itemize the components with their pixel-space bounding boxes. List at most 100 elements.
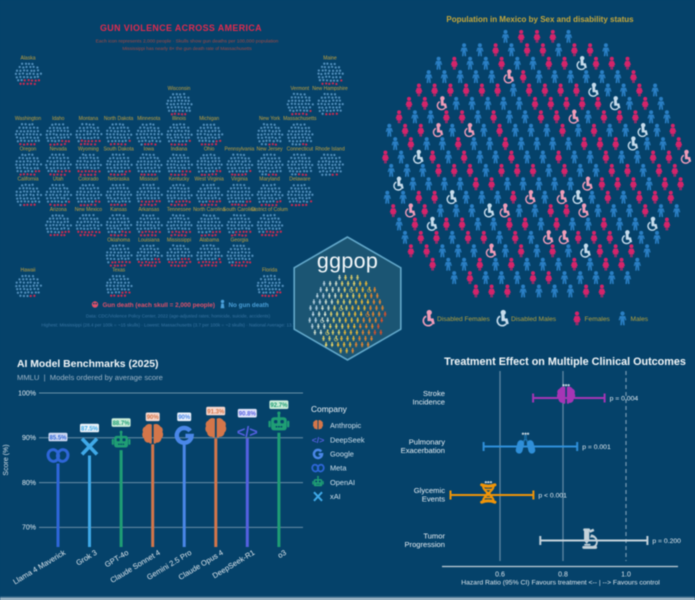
- svg-text:Washington: Washington: [15, 116, 41, 122]
- svg-text:Wyoming: Wyoming: [78, 146, 99, 152]
- svg-text:Idaho: Idaho: [52, 116, 65, 122]
- svg-text:Hawaii: Hawaii: [20, 268, 35, 274]
- svg-text:Google: Google: [330, 450, 354, 459]
- svg-text:90.8%: 90.8%: [239, 412, 257, 418]
- svg-text:Missouri: Missouri: [139, 177, 158, 183]
- svg-text:New York: New York: [259, 116, 281, 122]
- svg-text:No gun death: No gun death: [229, 302, 269, 309]
- svg-text:AI Model Benchmarks (2025): AI Model Benchmarks (2025): [17, 359, 158, 370]
- svg-text:OpenAI: OpenAI: [330, 478, 355, 487]
- svg-text:85.5%: 85.5%: [49, 435, 67, 441]
- svg-text:Population in Mexico by Sex an: Population in Mexico by Sex and disabili…: [446, 15, 634, 24]
- svg-text:87.5%: 87.5%: [81, 426, 99, 432]
- svg-text:Vermont: Vermont: [290, 86, 309, 92]
- svg-text:GUN VIOLENCE ACROSS AMERICA: GUN VIOLENCE ACROSS AMERICA: [100, 23, 262, 33]
- svg-text:Nebraska: Nebraska: [108, 177, 130, 183]
- svg-text:0.6: 0.6: [495, 572, 505, 579]
- svg-text:p = 0.001: p = 0.001: [582, 444, 611, 451]
- svg-text:South Dakota: South Dakota: [103, 146, 134, 152]
- svg-text:Alaska: Alaska: [20, 56, 35, 62]
- svg-text:Company: Company: [311, 404, 348, 414]
- svg-text:Oklahoma: Oklahoma: [107, 237, 130, 243]
- svg-text:Massachusetts: Massachusetts: [283, 116, 317, 122]
- svg-text:Progression: Progression: [404, 540, 445, 549]
- svg-text:Meta: Meta: [330, 464, 347, 473]
- svg-text:1.0: 1.0: [621, 572, 631, 579]
- svg-text:South Carolina: South Carolina: [223, 207, 256, 213]
- svg-text:p = 0.200: p = 0.200: [652, 538, 681, 545]
- svg-text:Rhode Island: Rhode Island: [315, 146, 345, 152]
- svg-text:Nevada: Nevada: [50, 146, 67, 152]
- svg-text:Llama 4 Maverick: Llama 4 Maverick: [11, 548, 67, 586]
- svg-text:Disabled Females: Disabled Females: [437, 316, 490, 323]
- svg-text:Events: Events: [422, 495, 445, 504]
- svg-text:ggpop: ggpop: [317, 249, 378, 273]
- svg-text:Maryland: Maryland: [259, 177, 280, 183]
- svg-text:p < 0.001: p < 0.001: [538, 492, 567, 499]
- svg-text:Wisconsin: Wisconsin: [168, 86, 191, 92]
- svg-text:88.7%: 88.7%: [113, 421, 131, 427]
- svg-text:Pennsylvania: Pennsylvania: [225, 146, 255, 152]
- svg-text:Each icon represents 2,000 peo: Each icon represents 2,000 people · Skul…: [96, 39, 279, 45]
- svg-text:Gun death (each skull = 2,000: Gun death (each skull = 2,000 people): [103, 302, 216, 309]
- svg-text:***: ***: [562, 384, 570, 391]
- svg-text:Anthropic: Anthropic: [330, 421, 362, 430]
- svg-text:Alabama: Alabama: [199, 237, 219, 243]
- svg-text:North Carolina: North Carolina: [193, 207, 225, 213]
- svg-text:Utah: Utah: [53, 177, 64, 183]
- svg-text:0.8: 0.8: [558, 572, 568, 579]
- svg-text:New Jersey: New Jersey: [257, 146, 284, 152]
- svg-text:Indiana: Indiana: [171, 146, 188, 152]
- svg-text:Delaware: Delaware: [289, 177, 310, 183]
- svg-text:***: ***: [484, 481, 492, 488]
- svg-text:o3: o3: [276, 548, 288, 560]
- svg-text:New Hampshire: New Hampshire: [312, 86, 348, 92]
- svg-text:70%: 70%: [22, 525, 36, 532]
- svg-text:p = 0.004: p = 0.004: [610, 395, 639, 402]
- svg-text:Glycemic: Glycemic: [414, 486, 445, 495]
- svg-text:Minnesota: Minnesota: [137, 116, 160, 122]
- svg-text:Exacerbation: Exacerbation: [401, 446, 445, 455]
- svg-text:xAI: xAI: [330, 492, 341, 501]
- svg-text:Arizona: Arizona: [50, 207, 67, 213]
- svg-text:Ohio: Ohio: [204, 146, 215, 152]
- svg-text:Arkansas: Arkansas: [138, 207, 159, 213]
- svg-text:Michigan: Michigan: [199, 116, 219, 122]
- svg-text:Louisiana: Louisiana: [138, 237, 160, 243]
- svg-text:Iowa: Iowa: [144, 146, 155, 152]
- svg-text:Tennessee: Tennessee: [167, 207, 191, 213]
- svg-text:District of Colum: District of Colum: [251, 207, 288, 213]
- svg-text:Connecticut: Connecticut: [287, 146, 314, 152]
- svg-text:Florida: Florida: [262, 268, 278, 274]
- svg-text:California: California: [17, 177, 38, 183]
- svg-text:New Mexico: New Mexico: [75, 207, 102, 213]
- svg-text:Georgia: Georgia: [231, 237, 249, 243]
- svg-text:Colorado: Colorado: [78, 177, 99, 183]
- svg-text:Stroke: Stroke: [423, 389, 445, 398]
- svg-text:Kentucky: Kentucky: [169, 177, 190, 183]
- svg-text:Oregon: Oregon: [20, 146, 37, 152]
- svg-text:91.3%: 91.3%: [207, 409, 225, 415]
- svg-text:West Virginia: West Virginia: [195, 177, 224, 183]
- svg-text:90%: 90%: [147, 415, 160, 421]
- svg-text:Montana: Montana: [79, 116, 99, 122]
- svg-text:Disabled Males: Disabled Males: [511, 316, 557, 323]
- svg-text:North Dakota: North Dakota: [104, 116, 134, 122]
- svg-text:90%: 90%: [178, 415, 191, 421]
- svg-text:Incidence: Incidence: [412, 398, 445, 407]
- svg-text:Mississippi: Mississippi: [167, 237, 191, 243]
- svg-text:***: ***: [522, 432, 530, 439]
- svg-text:Hazard Ratio (95% CI) Favours: Hazard Ratio (95% CI) Favours treatment …: [461, 580, 660, 587]
- svg-text:90%: 90%: [22, 435, 36, 442]
- svg-text:Tumor: Tumor: [423, 531, 445, 540]
- svg-text:Mississippi has nearly 8× the: Mississippi has nearly 8× the gun death …: [122, 46, 252, 51]
- svg-text:Males: Males: [631, 316, 649, 323]
- svg-text:80%: 80%: [22, 480, 36, 487]
- svg-text:Kansas: Kansas: [110, 207, 127, 213]
- svg-text:Maine: Maine: [323, 56, 337, 62]
- svg-text:Treatment Effect on Multiple C: Treatment Effect on Multiple Clinical Ou…: [444, 356, 686, 368]
- svg-text:DeepSeek: DeepSeek: [330, 435, 365, 444]
- svg-text:Highest: Mississippi (28.4 per: Highest: Mississippi (28.4 per 100k = ~1…: [41, 322, 315, 327]
- svg-text:Data: CDC/Violence Policy Cent: Data: CDC/Violence Policy Center, 2022 (…: [86, 314, 271, 319]
- svg-text:Females: Females: [585, 316, 611, 323]
